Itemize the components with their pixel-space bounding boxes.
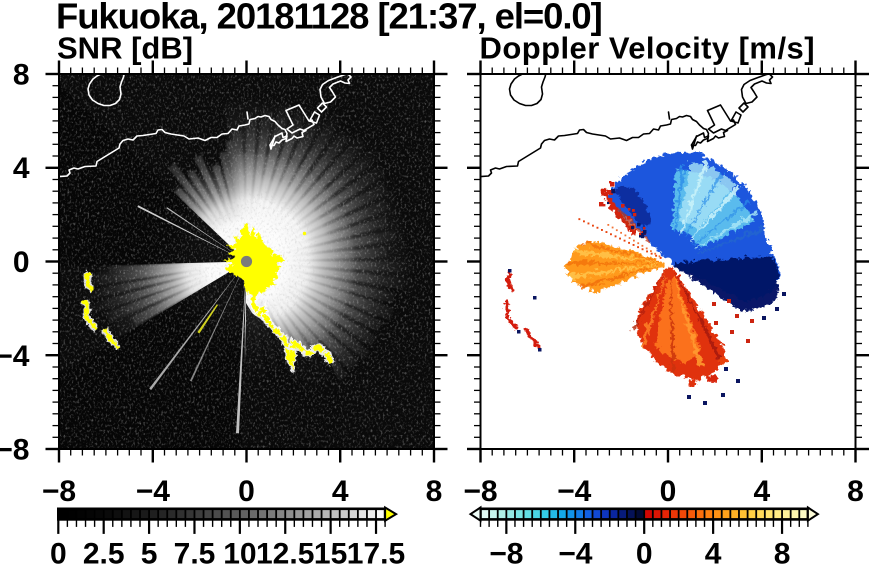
svg-text:−8: −8 bbox=[42, 475, 76, 508]
svg-text:8: 8 bbox=[426, 475, 443, 508]
svg-text:0: 0 bbox=[636, 538, 653, 570]
svg-text:0: 0 bbox=[13, 246, 30, 279]
svg-text:4: 4 bbox=[332, 475, 349, 508]
svg-text:Fukuoka, 20181128 [21:37, el=0: Fukuoka, 20181128 [21:37, el=0.0] bbox=[56, 0, 602, 37]
svg-text:2.5: 2.5 bbox=[83, 538, 125, 570]
svg-text:7.5: 7.5 bbox=[174, 538, 216, 570]
svg-text:−4: −4 bbox=[0, 340, 30, 373]
svg-text:−8: −8 bbox=[0, 434, 30, 467]
svg-text:Doppler Velocity [m/s]: Doppler Velocity [m/s] bbox=[480, 31, 815, 66]
svg-text:8: 8 bbox=[13, 59, 30, 92]
svg-text:8: 8 bbox=[774, 538, 791, 570]
svg-text:−4: −4 bbox=[557, 475, 592, 508]
svg-text:5: 5 bbox=[141, 538, 158, 570]
svg-text:8: 8 bbox=[847, 475, 864, 508]
svg-text:0: 0 bbox=[50, 538, 67, 570]
svg-text:17.5: 17.5 bbox=[347, 538, 405, 570]
svg-text:4: 4 bbox=[753, 475, 770, 508]
svg-text:10: 10 bbox=[223, 538, 256, 570]
svg-text:SNR [dB]: SNR [dB] bbox=[57, 31, 193, 66]
svg-text:−8: −8 bbox=[463, 475, 497, 508]
svg-text:0: 0 bbox=[238, 475, 255, 508]
svg-text:0: 0 bbox=[660, 475, 677, 508]
svg-text:−4: −4 bbox=[136, 475, 171, 508]
svg-text:4: 4 bbox=[705, 538, 722, 570]
svg-text:15: 15 bbox=[314, 538, 347, 570]
svg-text:−8: −8 bbox=[489, 538, 523, 570]
svg-text:12.5: 12.5 bbox=[256, 538, 314, 570]
svg-text:−4: −4 bbox=[558, 538, 593, 570]
svg-text:4: 4 bbox=[13, 152, 30, 185]
